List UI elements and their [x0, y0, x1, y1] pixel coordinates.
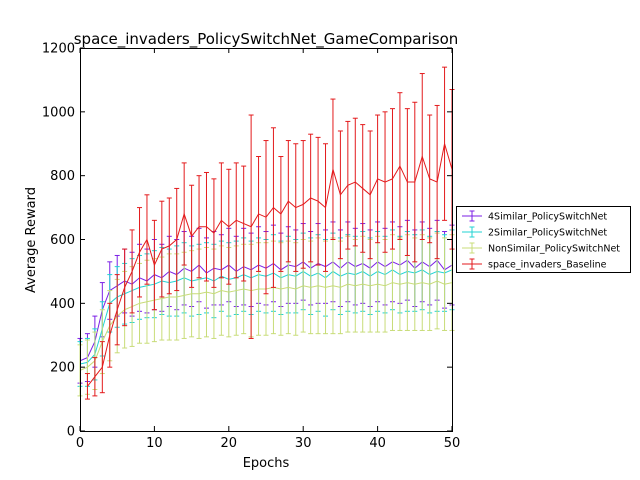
series-layer — [77, 66, 455, 400]
y-tick-label: 0 — [67, 425, 75, 440]
legend-item: NonSimilar_PolicySwitchNet — [462, 242, 620, 255]
chart-title: space_invaders_PolicySwitchNet_GameCompa… — [74, 30, 459, 49]
y-tick-label: 400 — [50, 297, 75, 312]
legend: 4Similar_PolicySwitchNet 2Similar_PolicyS… — [456, 206, 631, 273]
ticks-layer: 0 10 20 30 40 50 0 200 400 600 800 1000 1200 — [42, 42, 460, 452]
y-tick-label: 800 — [50, 169, 75, 184]
y-tick-label: 1200 — [42, 42, 75, 57]
x-tick-label: 10 — [146, 436, 163, 451]
y-tick-label: 1000 — [42, 105, 75, 120]
series-line — [87, 143, 453, 387]
legend-item: 4Similar_PolicySwitchNet — [462, 210, 607, 223]
x-tick-label: 40 — [369, 436, 386, 451]
y-tick-label: 600 — [50, 233, 75, 248]
x-axis-label: Epochs — [243, 456, 290, 471]
legend-label: 4Similar_PolicySwitchNet — [488, 212, 607, 223]
legend-label: 2Similar_PolicySwitchNet — [488, 228, 607, 239]
x-tick-label: 20 — [221, 436, 238, 451]
legend-item: space_invaders_Baseline — [462, 258, 607, 271]
x-tick-label: 0 — [76, 436, 84, 451]
y-axis-label: Average Reward — [24, 187, 39, 293]
legend-item: 2Similar_PolicySwitchNet — [462, 226, 607, 239]
legend-box — [456, 206, 631, 273]
x-tick-label: 30 — [295, 436, 312, 451]
legend-label: NonSimilar_PolicySwitchNet — [488, 244, 620, 255]
x-tick-label: 50 — [444, 436, 461, 451]
legend-label: space_invaders_Baseline — [488, 260, 607, 271]
y-tick-label: 200 — [50, 361, 75, 376]
series-3 — [84, 66, 455, 400]
